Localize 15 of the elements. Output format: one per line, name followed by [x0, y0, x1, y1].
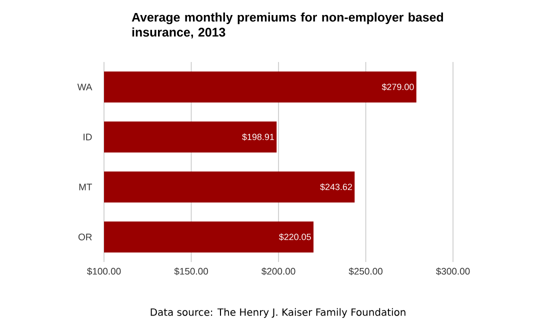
data-label: $243.62	[320, 183, 352, 191]
data-label: $279.00	[382, 83, 414, 91]
source-note: Data source: The Henry J. Kaiser Family Foundation	[150, 308, 406, 318]
x-tick-label: $150.00	[174, 268, 208, 276]
y-tick-label: MT	[79, 184, 92, 190]
y-tick-label: ID	[84, 134, 92, 140]
data-label: $198.91	[242, 133, 274, 141]
x-tick-label: $250.00	[348, 268, 382, 276]
x-tick-label: $200.00	[262, 268, 296, 276]
y-tick-label: WA	[77, 84, 92, 90]
chart-title: Average monthly premiums for non-employer based insurance, 2013	[132, 12, 443, 38]
data-label: $220.05	[278, 233, 311, 241]
x-tick-label: $300.00	[436, 268, 470, 276]
x-tick-label: $100.00	[87, 268, 121, 276]
y-tick-label: OR	[78, 234, 92, 240]
